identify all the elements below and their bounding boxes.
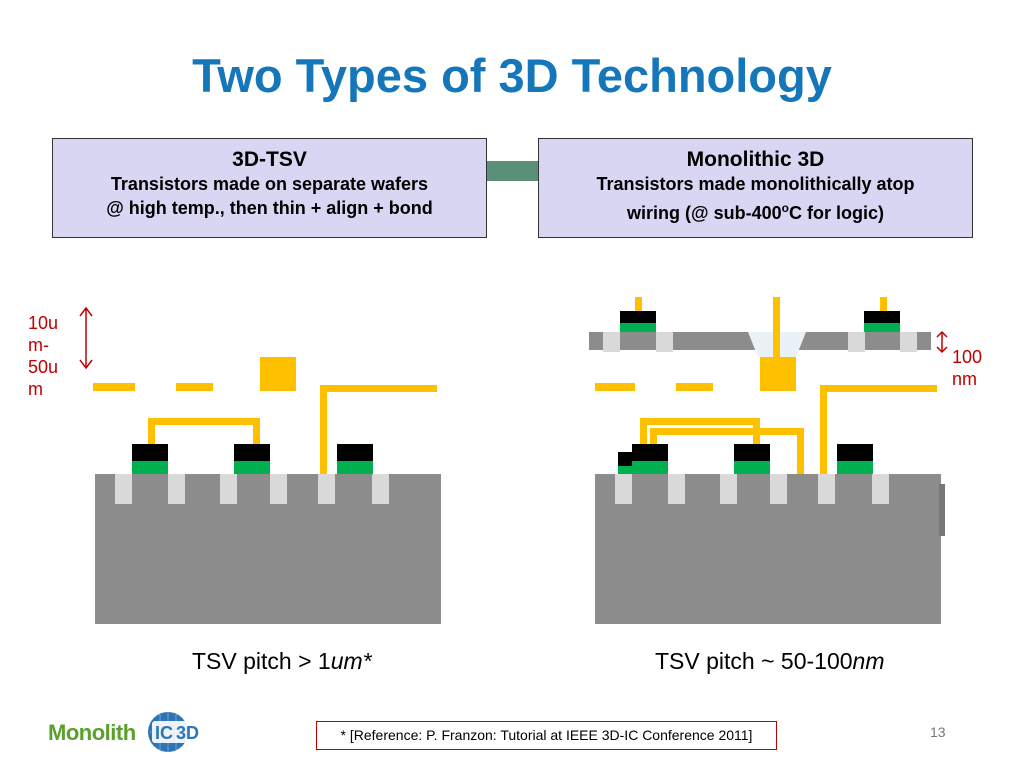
monolithic-cross-section — [589, 297, 948, 624]
monolithic-wiring — [595, 357, 937, 474]
slide-title: Two Types of 3D Technology — [192, 49, 832, 102]
tsv-line-1: Transistors made on separate wafers — [110, 174, 429, 194]
monolithic-dimension-arrow — [936, 330, 948, 354]
monolithic-line-2: wiring (@ sub-400oC for logic) — [627, 201, 884, 223]
svg-text:IC: IC — [155, 723, 173, 743]
tsv-substrate — [95, 474, 441, 624]
tsv-pitch-caption: TSV pitch > 1um* — [192, 648, 372, 674]
top-wiring — [635, 297, 887, 357]
monolithic-pitch-caption: TSV pitch ~ 50-100nm — [655, 648, 885, 674]
box-connector — [487, 161, 539, 181]
tsv-dimension-arrow — [79, 306, 93, 370]
top-layer-vias — [603, 332, 917, 352]
tsv-description-box: 3D-TSV Transistors made on separate wafe… — [52, 138, 487, 238]
monolithic-substrate — [595, 474, 941, 624]
tsv-transistor — [132, 444, 168, 474]
tsv-transistor — [234, 444, 270, 474]
tsv-transistor — [337, 444, 373, 474]
tsv-vias — [115, 474, 389, 504]
monolithic-dimension-label: 100 nm — [952, 347, 983, 389]
monolithic-transistor — [618, 452, 636, 474]
svg-text:3D: 3D — [176, 723, 199, 743]
tsv-dimension-label: 10u m- 50u m — [28, 313, 59, 399]
tsv-heading: 3D-TSV — [232, 148, 307, 171]
top-transistor — [620, 311, 656, 332]
logo-text: Monolith — [48, 720, 136, 745]
tsv-wiring — [93, 357, 437, 474]
monolithic-heading: Monolithic 3D — [686, 148, 825, 171]
monolithic-line-1: Transistors made monolithically atop — [596, 174, 915, 194]
tsv-line-2: @ high temp., then thin + align + bond — [106, 198, 433, 218]
monolithic-transistor — [734, 444, 770, 474]
page-number: 13 — [930, 724, 946, 740]
tsv-cross-section — [79, 306, 441, 624]
top-transistor — [864, 311, 900, 332]
logo-badge-icon: IC 3D — [148, 712, 206, 752]
monolithic-description-box: Monolithic 3D Transistors made monolithi… — [538, 138, 973, 238]
monolithic-vias — [615, 474, 889, 504]
monolithic-transistor — [837, 444, 873, 474]
substrate-edge — [939, 484, 945, 536]
reference-note: * [Reference: P. Franzon: Tutorial at IE… — [316, 721, 777, 750]
monolithic-transistor — [632, 444, 668, 474]
